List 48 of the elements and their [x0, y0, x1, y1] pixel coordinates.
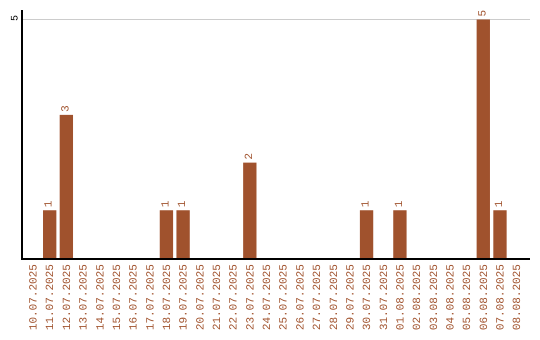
x-tick-label: 10.07.2025 [28, 264, 41, 330]
data-label: 2 [244, 153, 256, 160]
x-tick-label: 25.07.2025 [278, 264, 291, 330]
x-tick-label: 31.07.2025 [378, 264, 391, 330]
x-tick-label: 06.08.2025 [478, 264, 491, 330]
x-tick-label: 13.07.2025 [78, 264, 91, 330]
x-tick-label: 17.07.2025 [145, 264, 158, 330]
bar [493, 210, 507, 258]
bar [393, 210, 407, 258]
x-tick-label: 27.07.2025 [312, 264, 324, 330]
data-label: 1 [160, 200, 172, 208]
data-label: 3 [60, 105, 72, 112]
x-tick-label: 01.08.2025 [395, 264, 408, 330]
bar [176, 210, 190, 258]
x-tick-label: 04.08.2025 [446, 264, 458, 330]
x-tick-label: 21.07.2025 [212, 264, 224, 330]
x-tick-label: 16.07.2025 [128, 264, 141, 330]
data-label: 1 [360, 200, 373, 208]
x-tick-label: 19.07.2025 [178, 264, 191, 330]
bar [60, 114, 74, 258]
x-tick-label: 29.07.2025 [345, 264, 358, 330]
x-tick-label: 11.07.2025 [45, 264, 58, 330]
data-label: 1 [177, 200, 190, 208]
x-tick-label: 12.07.2025 [62, 264, 74, 330]
x-tick-label: 07.08.2025 [496, 264, 508, 330]
x-tick-label: 22.07.2025 [228, 264, 241, 330]
x-tick-label: 03.08.2025 [428, 264, 441, 330]
x-tick-label: 28.07.2025 [328, 264, 341, 330]
x-tick-label: 23.07.2025 [245, 264, 258, 330]
bar [360, 210, 374, 258]
bar [43, 210, 56, 258]
x-tick-label: 02.08.2025 [412, 264, 424, 330]
x-tick-label: 26.07.2025 [295, 264, 308, 330]
x-tick-label: 14.07.2025 [95, 264, 108, 330]
bar [160, 210, 174, 258]
x-tick-label: 30.07.2025 [362, 264, 374, 330]
bar [243, 162, 256, 258]
x-tick-label: 15.07.2025 [112, 264, 124, 330]
x-tick-label: 18.07.2025 [162, 264, 174, 330]
bar [476, 20, 490, 258]
x-tick-label: 24.07.2025 [262, 264, 274, 330]
data-label: 1 [44, 200, 56, 208]
data-label: 5 [477, 10, 490, 17]
x-tick-label: 08.08.2025 [512, 264, 524, 330]
x-tick-label: 20.07.2025 [195, 264, 208, 330]
data-label: 1 [394, 200, 406, 208]
data-label: 1 [494, 200, 506, 208]
x-tick-label: 05.08.2025 [462, 264, 474, 330]
